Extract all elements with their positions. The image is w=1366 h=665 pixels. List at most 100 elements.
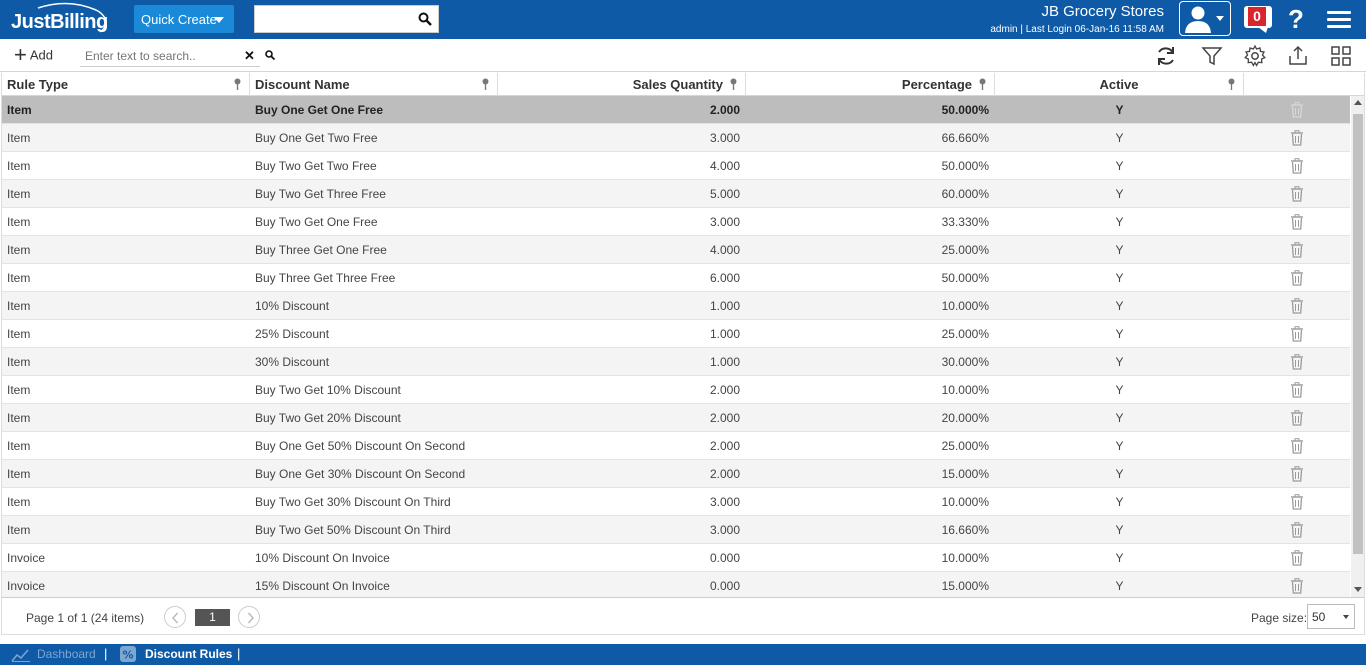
table-row[interactable]: Item Buy Two Get Three Free 5.000 60.000% Y	[2, 180, 1350, 208]
table-row[interactable]: Item 25% Discount 1.000 25.000% Y	[2, 320, 1350, 348]
delete-trash-icon[interactable]	[1290, 242, 1304, 258]
breadcrumb-dashboard[interactable]: Dashboard	[37, 647, 96, 661]
page-number-button[interactable]: 1	[195, 609, 230, 626]
table-row[interactable]: Item Buy One Get 50% Discount On Second 2.…	[2, 432, 1350, 460]
delete-trash-icon[interactable]	[1290, 550, 1304, 566]
caret-down-icon	[1343, 615, 1349, 619]
previous-page-button[interactable]	[164, 606, 186, 628]
delete-trash-icon[interactable]	[1290, 326, 1304, 342]
delete-trash-icon[interactable]	[1290, 382, 1304, 398]
quick-create-button[interactable]: Quick Create	[134, 5, 234, 33]
column-header-discount-name[interactable]: Discount Name	[250, 73, 498, 96]
search-icon[interactable]	[265, 50, 275, 60]
cell-active: Y	[1115, 243, 1124, 257]
delete-trash-icon[interactable]	[1290, 494, 1304, 510]
cell-sales-quantity: 1.000	[709, 299, 740, 313]
delete-trash-icon[interactable]	[1290, 102, 1304, 118]
cell-percentage: 10.000%	[941, 299, 989, 313]
cell-discount-name: Buy Two Get 20% Discount	[255, 411, 401, 425]
filter-icon[interactable]	[1200, 44, 1224, 68]
grid-toolbar: +Add ✕	[0, 40, 1366, 72]
delete-trash-icon[interactable]	[1290, 410, 1304, 426]
cell-rule-type: Item	[7, 131, 31, 145]
table-row[interactable]: Item Buy Two Get One Free 3.000 33.330% Y	[2, 208, 1350, 236]
delete-trash-icon[interactable]	[1290, 438, 1304, 454]
table-row[interactable]: Item 30% Discount 1.000 30.000% Y	[2, 348, 1350, 376]
column-label: Sales Quantity	[632, 77, 723, 92]
table-row[interactable]: Item Buy Two Get 10% Discount 2.000 10.000%…	[2, 376, 1350, 404]
table-row[interactable]: Item Buy One Get One Free 2.000 50.000% Y	[2, 96, 1350, 124]
cell-percentage: 33.330%	[941, 215, 989, 229]
cell-percentage: 50.000%	[941, 159, 989, 173]
grid-search-input[interactable]	[80, 45, 260, 67]
cell-percentage: 50.000%	[941, 271, 989, 285]
table-row[interactable]: Item Buy Two Get 50% Discount On Third 3.0…	[2, 516, 1350, 544]
scroll-down-arrow-icon[interactable]	[1354, 587, 1362, 592]
table-row[interactable]: Invoice 15% Discount On Invoice 0.000 15.00…	[2, 572, 1350, 597]
plus-icon: +	[14, 42, 27, 67]
scrollbar-thumb[interactable]	[1353, 114, 1363, 554]
delete-trash-icon[interactable]	[1290, 158, 1304, 174]
page-size-select[interactable]: 50	[1307, 604, 1355, 629]
cell-discount-name: 25% Discount	[255, 327, 330, 341]
table-row[interactable]: Invoice 10% Discount On Invoice 0.000 10.00…	[2, 544, 1350, 572]
delete-trash-icon[interactable]	[1290, 298, 1304, 314]
refresh-icon[interactable]	[1154, 44, 1178, 68]
export-icon[interactable]	[1286, 44, 1310, 68]
table-row[interactable]: Item Buy Two Get 30% Discount On Third 3.0…	[2, 488, 1350, 516]
delete-trash-icon[interactable]	[1290, 522, 1304, 538]
breadcrumb-discount-rules[interactable]: Discount Rules	[145, 647, 233, 661]
user-menu-button[interactable]	[1179, 1, 1231, 36]
cell-discount-name: Buy One Get One Free	[255, 103, 384, 117]
table-row[interactable]: Item Buy One Get 30% Discount On Second 2.…	[2, 460, 1350, 488]
cell-sales-quantity: 1.000	[709, 355, 740, 369]
settings-gear-icon[interactable]	[1243, 44, 1267, 68]
cell-percentage: 15.000%	[941, 467, 989, 481]
delete-trash-icon[interactable]	[1290, 214, 1304, 230]
cell-sales-quantity: 4.000	[709, 159, 740, 173]
column-header-percentage[interactable]: Percentage	[746, 73, 995, 96]
add-button[interactable]: + Add	[14, 42, 53, 67]
global-search-input[interactable]	[254, 5, 439, 33]
search-icon[interactable]	[418, 12, 432, 26]
next-page-button[interactable]	[238, 606, 260, 628]
bottom-nav-bar: Dashboard | % Discount Rules |	[0, 644, 1366, 665]
help-icon[interactable]: ?	[1288, 4, 1304, 34]
grid-view-icon[interactable]	[1329, 44, 1353, 68]
table-row[interactable]: Item Buy Two Get 20% Discount 2.000 20.000%…	[2, 404, 1350, 432]
table-row[interactable]: Item Buy One Get Two Free 3.000 66.660% Y	[2, 124, 1350, 152]
delete-trash-icon[interactable]	[1290, 186, 1304, 202]
cell-sales-quantity: 2.000	[709, 411, 740, 425]
cell-rule-type: Item	[7, 327, 31, 341]
pin-icon[interactable]	[978, 78, 987, 90]
cell-discount-name: 10% Discount On Invoice	[255, 551, 390, 565]
delete-trash-icon[interactable]	[1290, 578, 1304, 594]
pin-icon[interactable]	[1227, 78, 1236, 90]
clear-search-icon[interactable]: ✕	[244, 48, 255, 63]
delete-trash-icon[interactable]	[1290, 270, 1304, 286]
cell-rule-type: Item	[7, 411, 31, 425]
pin-icon[interactable]	[233, 78, 242, 90]
cell-percentage: 10.000%	[941, 495, 989, 509]
delete-trash-icon[interactable]	[1290, 130, 1304, 146]
column-header-active[interactable]: Active	[995, 73, 1244, 96]
cell-discount-name: Buy One Get Two Free	[255, 131, 378, 145]
column-header-rule-type[interactable]: Rule Type	[2, 73, 250, 96]
scroll-up-arrow-icon[interactable]	[1354, 100, 1362, 105]
table-row[interactable]: Item 10% Discount 1.000 10.000% Y	[2, 292, 1350, 320]
table-row[interactable]: Item Buy Three Get One Free 4.000 25.000% Y	[2, 236, 1350, 264]
cell-active: Y	[1115, 579, 1124, 593]
column-header-sales-quantity[interactable]: Sales Quantity	[498, 73, 746, 96]
table-row[interactable]: Item Buy Three Get Three Free 6.000 50.000%…	[2, 264, 1350, 292]
cell-discount-name: Buy One Get 50% Discount On Second	[255, 439, 466, 453]
pin-icon[interactable]	[729, 78, 738, 90]
vertical-scrollbar[interactable]	[1351, 96, 1364, 597]
table-row[interactable]: Item Buy Two Get Two Free 4.000 50.000% Y	[2, 152, 1350, 180]
pin-icon[interactable]	[481, 78, 490, 90]
delete-trash-icon[interactable]	[1290, 466, 1304, 482]
hamburger-menu-icon[interactable]	[1327, 11, 1351, 29]
dashboard-chart-icon	[11, 649, 30, 662]
notifications-button[interactable]: 0	[1244, 6, 1274, 33]
justbilling-logo[interactable]: JustBilling	[8, 2, 112, 38]
delete-trash-icon[interactable]	[1290, 354, 1304, 370]
